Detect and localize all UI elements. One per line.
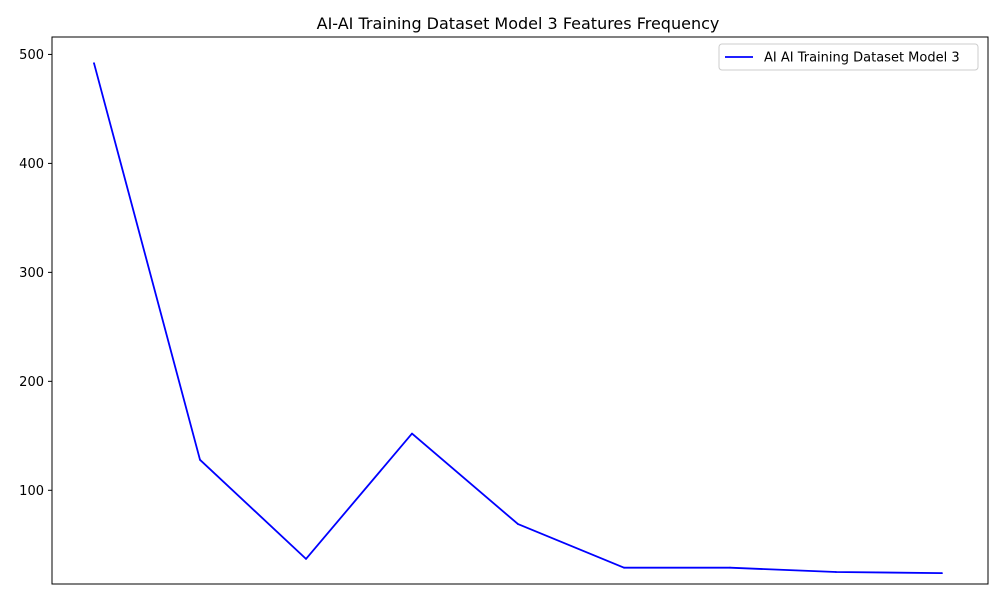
y-tick-label: 100	[19, 484, 44, 499]
data-point	[623, 566, 625, 569]
data-point	[835, 571, 837, 573]
data-point	[411, 432, 413, 435]
data-point	[729, 566, 731, 569]
data-point	[517, 523, 519, 525]
legend-box	[718, 43, 979, 71]
data-point	[305, 558, 307, 560]
data-point	[93, 62, 95, 65]
legend: AI AI Training Dataset Model 3	[718, 43, 979, 71]
y-tick-label: 300	[19, 266, 44, 281]
y-tick-label: 400	[19, 157, 44, 172]
legend-series-label: AI AI Training Dataset Model 3	[764, 51, 960, 66]
data-point	[199, 458, 201, 461]
plot-frame	[51, 36, 989, 585]
series-layer	[93, 62, 943, 574]
series-line	[93, 62, 943, 574]
chart-title: AI-AI Training Dataset Model 3 Features …	[317, 14, 720, 33]
data-point	[941, 572, 943, 574]
y-tick-label: 500	[19, 48, 44, 63]
y-axis: 100 200 300 400 500	[19, 48, 52, 499]
y-tick-label: 200	[19, 375, 44, 390]
plot-area	[51, 36, 989, 585]
